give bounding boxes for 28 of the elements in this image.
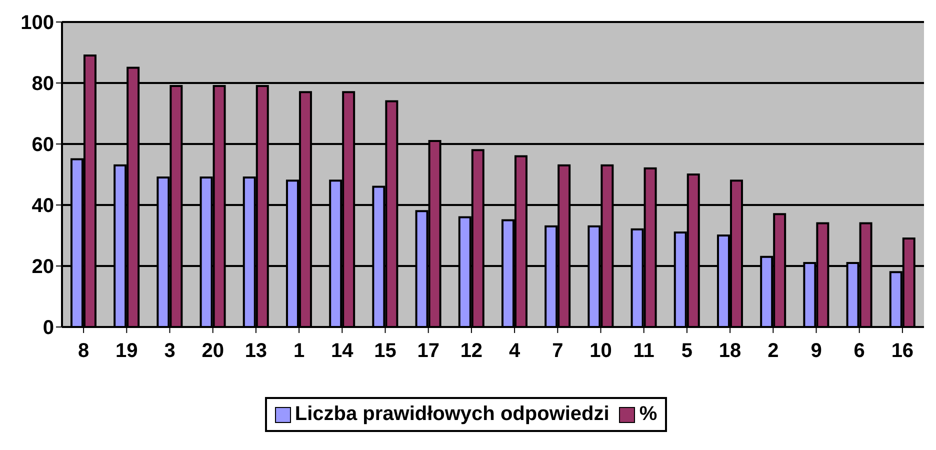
x-tick-label: 18 (718, 340, 742, 362)
x-tick-label: 14 (331, 340, 354, 362)
x-tick-label: 15 (374, 340, 396, 362)
x-tick-label: 16 (891, 340, 914, 362)
x-tick-label: 17 (417, 340, 440, 362)
x-tick-label: 8 (78, 340, 90, 362)
y-tick-label: 100 (20, 12, 54, 34)
x-tick-label: 7 (552, 340, 564, 362)
y-tick-label: 0 (42, 317, 54, 340)
legend-label: Liczba prawidłowych odpowiedzi (294, 403, 610, 426)
x-tick-label: 13 (244, 340, 268, 362)
legend-label: % (638, 403, 658, 426)
x-tick-label: 12 (460, 340, 483, 362)
x-tick-label: 5 (681, 340, 693, 362)
x-tick-label: 19 (116, 340, 138, 362)
x-tick-label: 11 (633, 340, 654, 362)
x-tick-label: 2 (768, 340, 779, 362)
x-tick-label: 6 (854, 340, 865, 362)
y-tick-label: 60 (32, 134, 54, 156)
y-tick-label: 40 (32, 195, 54, 218)
x-tick-label: 20 (202, 340, 224, 362)
x-tick-label: 4 (508, 340, 521, 362)
x-tick-label: 9 (810, 340, 822, 362)
y-tick-label: 80 (32, 73, 54, 96)
x-tick-label: 10 (590, 340, 612, 362)
x-tick-label: 1 (293, 340, 305, 362)
x-tick-label: 3 (164, 340, 176, 362)
y-tick-label: 20 (32, 256, 54, 278)
